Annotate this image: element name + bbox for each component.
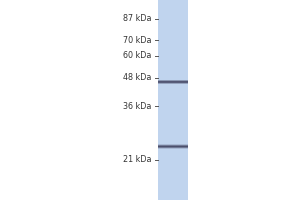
- Text: 36 kDa: 36 kDa: [123, 102, 152, 111]
- Text: 60 kDa: 60 kDa: [123, 51, 152, 60]
- Text: 70 kDa: 70 kDa: [123, 36, 152, 45]
- Text: 87 kDa: 87 kDa: [123, 14, 152, 23]
- Text: 48 kDa: 48 kDa: [123, 73, 152, 82]
- Bar: [158, 0, 188, 200]
- Text: 21 kDa: 21 kDa: [123, 155, 152, 164]
